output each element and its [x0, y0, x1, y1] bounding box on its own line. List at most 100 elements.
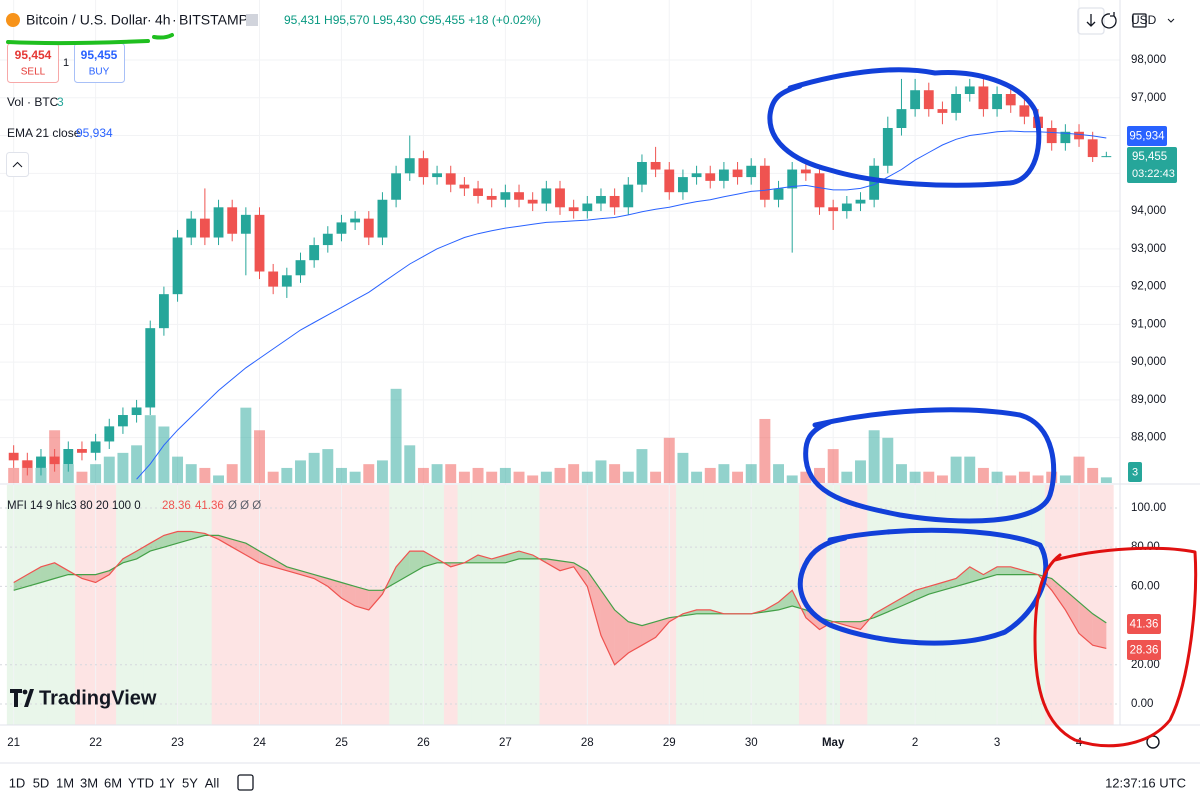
candle-body [910, 90, 921, 110]
candle-body [705, 173, 716, 181]
header-buttons [1077, 7, 1147, 35]
range-button[interactable]: 1M [56, 775, 74, 790]
volume-tag-text: 3 [1132, 466, 1138, 478]
date-range-icon[interactable] [237, 774, 254, 791]
candle-body [172, 237, 183, 295]
volume-bar [759, 418, 771, 483]
sell-label: SELL [21, 67, 46, 78]
volume-bar [964, 456, 976, 483]
volume-bar [131, 445, 143, 483]
candle-body [732, 169, 743, 178]
volume-bar [363, 464, 375, 483]
mfi-background [566, 485, 581, 725]
candle-body [240, 214, 251, 234]
reset-icon[interactable] [1101, 12, 1117, 29]
symbol-name[interactable]: Bitcoin / U.S. Dollar [26, 12, 148, 28]
candle-body [637, 161, 647, 185]
volume-bar [814, 467, 825, 483]
fullscreen-icon[interactable] [1132, 13, 1147, 28]
volume-tag [1128, 462, 1142, 482]
mfi-legend[interactable]: MFI 14 9 hlc3 80 20 100 0 [7, 500, 141, 512]
volume-bar [827, 449, 839, 483]
volume-bar [158, 426, 170, 483]
mfi-fill [478, 555, 492, 563]
mfi-background [648, 485, 663, 725]
annotation-circle [767, 67, 1042, 188]
y-tick-label: 94,000 [1131, 205, 1166, 217]
range-button[interactable]: 5D [33, 775, 50, 790]
range-button[interactable]: 5Y [182, 775, 198, 790]
ema-legend[interactable]: EMA 21 close [7, 126, 81, 140]
y-tick-label: 89,000 [1131, 394, 1166, 406]
mfi-fill [901, 590, 916, 606]
market-status-icon[interactable] [246, 14, 258, 26]
logo-text[interactable]: TradingView [39, 687, 157, 709]
mfi-legend-extra: Ø Ø Ø [228, 500, 261, 512]
mfi-fill [1051, 578, 1066, 610]
mfi-background [307, 485, 322, 725]
x-tick-label: 4 [1076, 737, 1083, 749]
mfi-fill [355, 586, 369, 610]
candle-body [309, 245, 320, 261]
candle-body [1060, 131, 1071, 144]
download-button[interactable] [1077, 7, 1105, 35]
volume-bar [1032, 475, 1044, 483]
mfi-fill [519, 551, 533, 559]
volume-bar [472, 467, 484, 483]
candle-body [582, 203, 593, 212]
mfi-fill [600, 590, 615, 665]
volume-bar [622, 471, 634, 483]
range-button[interactable]: All [205, 775, 220, 790]
mfi-background [402, 485, 418, 725]
clock[interactable]: 12:37:16 UTC [1105, 775, 1186, 790]
x-tick-label: 2 [912, 737, 918, 749]
y-tick-label: 91,000 [1131, 318, 1166, 330]
candle-body [1019, 105, 1030, 117]
candle-body [964, 86, 975, 95]
mfi-background [621, 485, 636, 725]
candle-body [596, 195, 606, 204]
mfi-background [293, 485, 308, 725]
mfi-background [812, 485, 827, 725]
mfi-fill [81, 574, 96, 583]
currency[interactable]: USD [1131, 13, 1157, 27]
range-button[interactable]: YTD [128, 775, 154, 790]
range-button[interactable]: 3M [80, 775, 98, 790]
volume-bar [991, 471, 1003, 483]
mfi-ma-legend-value: 41.36 [195, 500, 224, 512]
volume-bar [841, 471, 853, 483]
volume-bar [977, 467, 989, 483]
range-button[interactable]: 1D [9, 775, 26, 790]
candle-body [896, 109, 907, 128]
mfi-background [525, 485, 541, 725]
mfi-background [867, 485, 882, 725]
interval[interactable]: 4h [155, 12, 171, 28]
mfi-background [1099, 485, 1114, 725]
annotation-circle [797, 527, 1049, 646]
mfi-fill [560, 560, 574, 571]
quantity: 1 [63, 57, 69, 69]
candle-body [718, 169, 729, 181]
mfi-fill [628, 621, 642, 654]
range-button[interactable]: 1Y [159, 775, 175, 790]
range-button[interactable]: 6M [104, 775, 122, 790]
candle-body [664, 169, 675, 193]
x-tick-label: 25 [335, 737, 348, 749]
x-tick-label: 26 [417, 737, 430, 749]
y-tick-label: 90,000 [1131, 356, 1166, 368]
volume-bar [595, 460, 607, 483]
volume-bar [855, 460, 866, 483]
volume-bar [745, 464, 757, 483]
volume-legend[interactable]: Vol · BTC [7, 95, 59, 109]
candle-body [555, 188, 565, 208]
ema-line [136, 130, 1107, 480]
mfi-background [717, 485, 732, 725]
candle-body [514, 192, 524, 200]
y-tick-label: 98,000 [1131, 54, 1166, 66]
mfi-fill [942, 578, 957, 591]
collapse-legend-button[interactable] [6, 152, 29, 177]
mfi-background [320, 485, 336, 725]
volume-bar [609, 464, 621, 483]
volume-bar [281, 467, 293, 483]
volume-bar [1018, 471, 1030, 483]
